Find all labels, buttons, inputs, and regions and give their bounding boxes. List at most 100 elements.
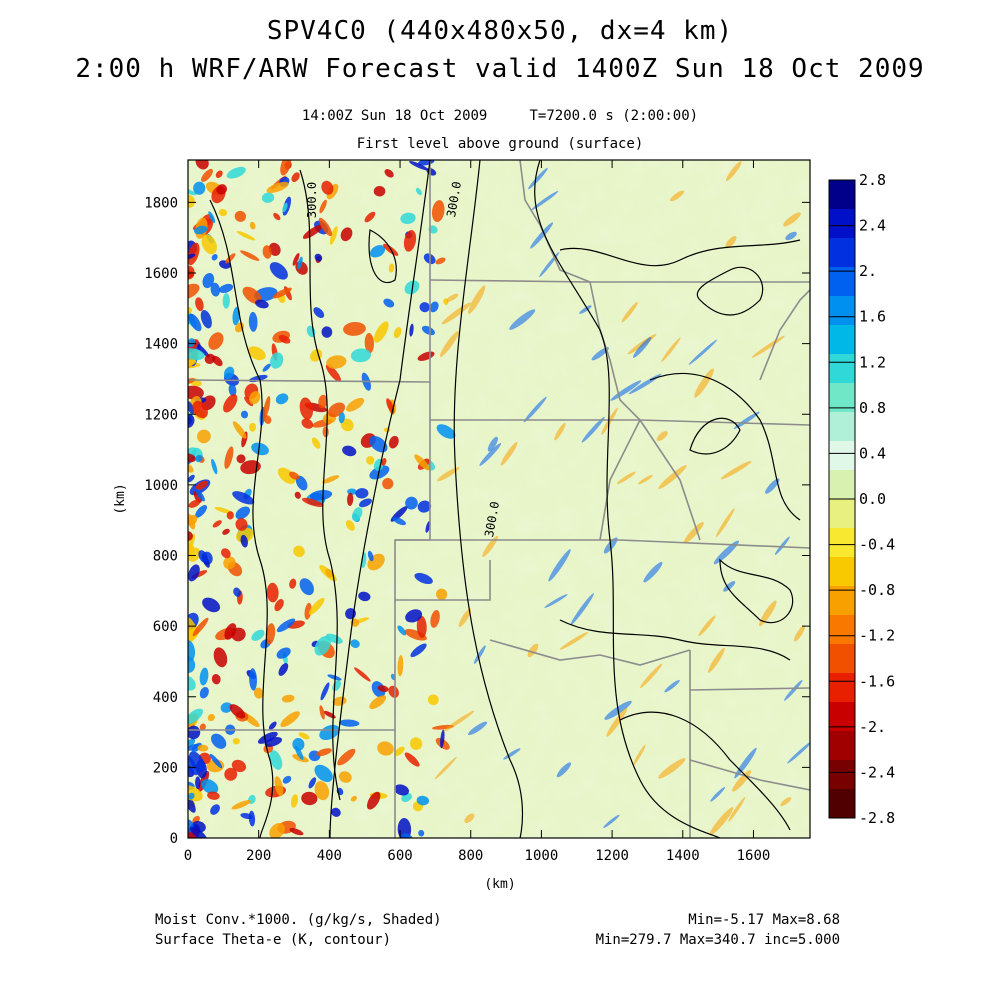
convergence-streak	[723, 581, 736, 592]
convergence-cell	[359, 498, 372, 508]
convergence-streak	[581, 416, 605, 443]
x-tick-label: 1200	[595, 848, 629, 864]
convergence-cell	[253, 687, 264, 699]
convergence-streak	[643, 561, 663, 583]
convergence-cell	[263, 396, 271, 419]
convergence-cell	[302, 224, 323, 239]
convergence-cell	[280, 160, 292, 176]
convergence-cell	[215, 170, 223, 178]
colorbar-swatch	[829, 789, 855, 819]
convergence-cell	[436, 424, 456, 439]
convergence-streak	[554, 422, 566, 441]
convergence-cell	[249, 391, 261, 405]
convergence-streak	[780, 797, 792, 807]
convergence-cell	[225, 253, 236, 264]
convergence-cell	[405, 609, 423, 623]
contour-label: 300.0	[482, 500, 502, 538]
convergence-cell	[188, 514, 198, 526]
convergence-streak	[793, 625, 806, 642]
convergence-cell	[388, 435, 399, 449]
convergence-cell	[354, 667, 371, 682]
convergence-streak	[556, 762, 572, 778]
convergence-cell	[236, 230, 256, 241]
colorbar-swatch	[829, 760, 855, 790]
convergence-streak	[632, 744, 646, 766]
convergence-cell	[319, 565, 337, 582]
convergence-streak	[733, 411, 760, 430]
convergence-cell	[188, 792, 195, 800]
convergence-cell	[367, 550, 374, 562]
convergence-streak	[774, 536, 790, 556]
colorbar-label: -2.8	[859, 809, 895, 827]
convergence-cell	[416, 795, 430, 806]
valid-time-label: 14:00Z Sun 18 Oct 2009 T=7200.0 s (2:00:…	[301, 108, 699, 124]
convergence-cell	[209, 753, 223, 769]
convergence-cell	[309, 489, 333, 501]
convergence-cell	[410, 643, 427, 658]
convergence-streak	[531, 190, 559, 211]
convergence-cell	[293, 545, 305, 558]
convergence-cell	[204, 353, 216, 364]
plot-frame	[187, 159, 811, 839]
convergence-cell	[223, 394, 238, 413]
convergence-streak	[616, 471, 636, 485]
convergence-cell	[222, 293, 230, 309]
convergence-cell	[188, 640, 196, 662]
convergence-cell	[320, 682, 330, 701]
x-tick-label: 1400	[666, 848, 700, 864]
convergence-cell	[416, 615, 427, 638]
convergence-streak	[688, 339, 718, 365]
convergence-streak	[527, 643, 539, 658]
convergence-cell	[242, 286, 262, 304]
convergence-cell	[340, 227, 353, 242]
convergence-cell	[249, 422, 257, 432]
convergence-cell	[188, 307, 193, 314]
colorbar-swatch	[829, 557, 855, 587]
contour-labels: 300.0 300.0 300.0	[305, 180, 502, 538]
convergence-cell	[212, 520, 222, 528]
convergence-cell	[249, 221, 256, 230]
convergence-cell	[318, 217, 333, 237]
colorbar-swatch	[829, 238, 855, 268]
convergence-cell	[350, 795, 358, 802]
convergence-cell	[278, 334, 291, 344]
convergence-cell	[198, 550, 208, 563]
colorbar-label: 2.8	[859, 171, 886, 189]
footer-shaded-range: Min=-5.17 Max=8.68	[688, 912, 840, 928]
convergence-streak	[446, 293, 459, 302]
convergence-cell	[199, 667, 209, 686]
convergence-cell	[274, 599, 284, 612]
convergence-streak	[715, 508, 735, 538]
x-tick-label: 1000	[525, 848, 559, 864]
convergence-streak	[759, 600, 777, 627]
convergence-cell	[188, 253, 196, 260]
convergence-cell	[364, 333, 374, 354]
convergence-cell	[247, 346, 266, 361]
convergence-cell	[278, 663, 289, 676]
colorbar-swatch	[829, 296, 855, 326]
convergence-cell	[392, 516, 406, 526]
y-axis: 0 200 400 600 800 1000 1200 1400 1600 1800	[144, 195, 810, 847]
convergence-cell	[188, 725, 201, 740]
convergence-cell	[208, 332, 224, 350]
convergence-cell	[301, 497, 324, 508]
convergence-cell	[199, 723, 206, 731]
convergence-streak	[658, 758, 686, 779]
convergence-streak	[661, 337, 681, 363]
convergence-cell	[268, 242, 281, 256]
x-tick-label: 600	[387, 848, 412, 864]
convergence-streak	[468, 721, 488, 736]
convergence-cell	[188, 283, 200, 300]
convergence-streak	[601, 407, 618, 435]
convergence-streak	[441, 302, 472, 325]
theta-e-contours	[209, 160, 801, 838]
colorbar-swatch	[829, 673, 855, 703]
convergence-cell	[409, 737, 423, 750]
convergence-streak	[530, 222, 554, 249]
convergence-cell	[190, 826, 207, 838]
colorbar-label: 1.2	[859, 353, 886, 371]
convergence-cell	[240, 813, 253, 820]
convergence-cell	[427, 694, 439, 706]
level-label: First level above ground (surface)	[356, 136, 644, 152]
convergence-streak	[664, 679, 680, 693]
